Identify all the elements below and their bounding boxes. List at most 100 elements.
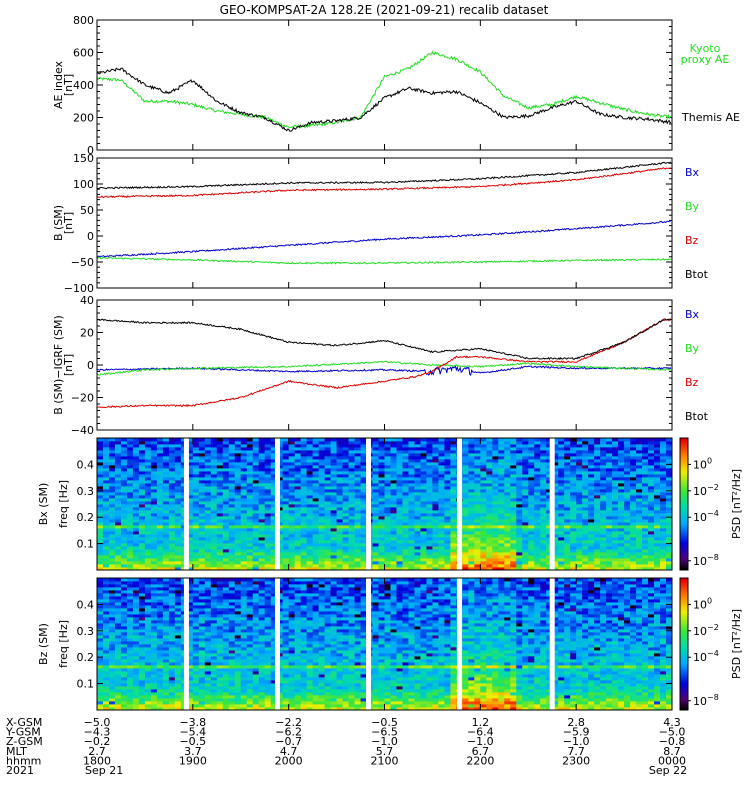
heatmap-cell: [102, 590, 110, 594]
heatmap-cell: [450, 474, 457, 478]
heatmap-cell: [588, 519, 595, 523]
heatmap-cell: [300, 501, 308, 505]
heatmap-cell: [138, 453, 146, 457]
heatmap-cell: [120, 590, 128, 594]
heatmap-cell: [594, 498, 601, 502]
heatmap-cell: [648, 441, 655, 445]
heatmap-cell: [222, 495, 230, 499]
heatmap-cell: [258, 528, 266, 532]
heatmap-cell: [138, 492, 146, 496]
heatmap-cell: [600, 546, 607, 550]
heatmap-cell: [138, 531, 146, 535]
heatmap-cell: [198, 525, 206, 529]
heatmap-cell: [144, 662, 152, 666]
heatmap-cell: [504, 510, 511, 514]
heatmap-cell: [156, 564, 164, 568]
heatmap-cell: [318, 504, 325, 508]
heatmap-cell: [252, 456, 260, 460]
heatmap-cell: [348, 483, 355, 487]
heatmap-cell: [102, 662, 110, 666]
heatmap-cell: [126, 525, 134, 529]
heatmap-cell: [648, 462, 655, 466]
heatmap-cell: [126, 707, 134, 711]
heatmap-cell: [294, 564, 302, 568]
heatmap-cell: [558, 537, 565, 541]
heatmap-cell: [294, 456, 302, 460]
heatmap-cell: [144, 623, 152, 627]
heatmap-cell: [660, 543, 667, 547]
heatmap-cell: [492, 525, 499, 529]
heatmap-cell: [336, 498, 343, 502]
heatmap-cell: [120, 528, 128, 532]
heatmap-cell: [306, 459, 314, 463]
heatmap-cell: [462, 465, 469, 469]
heatmap-cell: [204, 513, 212, 517]
heatmap-cell: [396, 561, 403, 565]
heatmap-cell: [588, 543, 595, 547]
heatmap-cell: [138, 552, 146, 556]
heatmap-cell: [132, 519, 140, 523]
heatmap-cell: [510, 552, 517, 556]
heatmap-cell: [510, 537, 517, 541]
series-group: [97, 161, 672, 265]
heatmap-cell: [258, 504, 266, 508]
heatmap-cell: [414, 444, 421, 448]
heatmap-cell: [312, 546, 320, 550]
heatmap-cell: [408, 513, 415, 517]
heatmap-cell: [576, 498, 583, 502]
heatmap-cell: [474, 507, 481, 511]
heatmap-cell: [258, 450, 266, 454]
heatmap-cell: [444, 552, 451, 556]
heatmap-cell: [97, 584, 104, 588]
heatmap-cell: [480, 501, 487, 505]
heatmap-cell: [546, 552, 553, 556]
heatmap-cell: [354, 492, 361, 496]
heatmap-cell: [114, 486, 122, 490]
heatmap-cell: [492, 459, 499, 463]
heatmap-cell: [618, 498, 625, 502]
y-tick-label: −40: [71, 424, 94, 437]
heatmap-cell: [204, 483, 212, 487]
heatmap-cell: [252, 540, 260, 544]
heatmap-cell: [252, 537, 260, 541]
heatmap-cell: [438, 564, 445, 568]
heatmap-cell: [666, 483, 673, 487]
heatmap-cell: [114, 698, 122, 702]
heatmap-cell: [630, 477, 637, 481]
heatmap-cell: [210, 546, 218, 550]
heatmap-cell: [126, 480, 134, 484]
heatmap-cell: [102, 584, 110, 588]
heatmap-cell: [330, 447, 337, 451]
heatmap-cell: [378, 498, 385, 502]
heatmap-cell: [258, 465, 266, 469]
heatmap-cell: [468, 534, 475, 538]
heatmap-cell: [216, 492, 224, 496]
heatmap-cell: [468, 441, 475, 445]
heatmap-cell: [282, 555, 290, 559]
heatmap-cell: [576, 552, 583, 556]
heatmap-cell: [360, 480, 367, 484]
heatmap-cell: [336, 555, 343, 559]
heatmap-cell: [402, 459, 409, 463]
heatmap-cell: [420, 456, 427, 460]
heatmap-cell: [582, 495, 589, 499]
heatmap-cell: [156, 650, 164, 654]
heatmap-cell: [192, 564, 200, 568]
heatmap-cell: [246, 534, 254, 538]
heatmap-cell: [468, 519, 475, 523]
heatmap-cell: [324, 468, 331, 472]
heatmap-cell: [300, 492, 308, 496]
heatmap-cell: [312, 543, 320, 547]
heatmap-cell: [618, 480, 625, 484]
heatmap-cell: [114, 492, 122, 496]
heatmap-cell: [450, 456, 457, 460]
heatmap-cell: [192, 504, 200, 508]
heatmap-cell: [228, 492, 236, 496]
heatmap-cell: [108, 611, 116, 615]
heatmap-cell: [330, 474, 337, 478]
heatmap-cell: [162, 459, 170, 463]
heatmap-cell: [126, 549, 134, 553]
heatmap-cell: [360, 477, 367, 481]
heatmap-cell: [162, 480, 170, 484]
heatmap-cell: [330, 462, 337, 466]
